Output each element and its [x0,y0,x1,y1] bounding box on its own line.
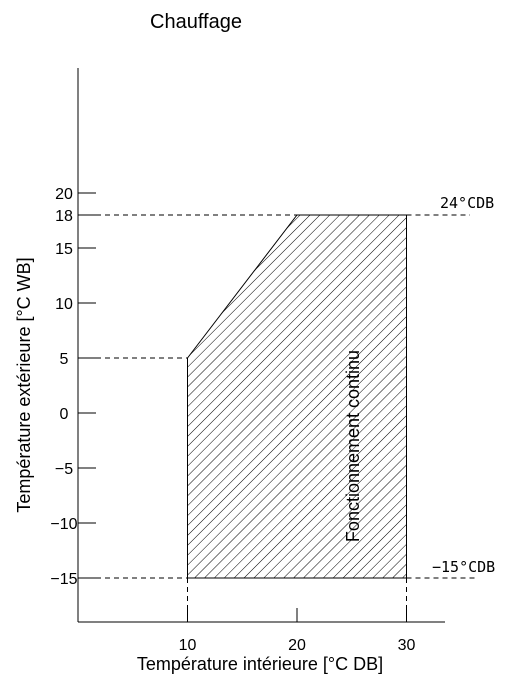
y-tick-label: 18 [55,208,73,225]
y-tick-label: 5 [60,351,69,368]
continuous-operation-region [187,214,407,579]
y-axis-label: Température extérieure [°C WB] [14,257,34,512]
x-tick-label: 20 [288,637,306,654]
x-tick-label: 30 [398,637,416,654]
y-tick-label: −5 [55,461,73,478]
reference-label-24cdb: 24°CDB [440,194,494,212]
y-tick-label: 15 [55,241,73,258]
y-tick-label: 20 [55,186,73,203]
y-tick-label: 10 [55,296,73,313]
reference-label-minus15cdb: −15°CDB [432,558,495,576]
chart-title: Chauffage [150,11,242,33]
y-tick-label: −15 [50,571,77,588]
y-ticks: −15 −10 −5 0 5 10 15 18 20 [50,186,96,588]
guide-lines [78,214,478,622]
x-ticks: 10 20 30 [179,608,416,654]
y-tick-label: 0 [60,406,69,423]
region-label: Fonctionnement continu [343,350,363,542]
x-tick-label: 10 [179,637,197,654]
x-axis-label: Température intérieure [°C DB] [137,654,383,674]
y-tick-label: −10 [50,516,77,533]
